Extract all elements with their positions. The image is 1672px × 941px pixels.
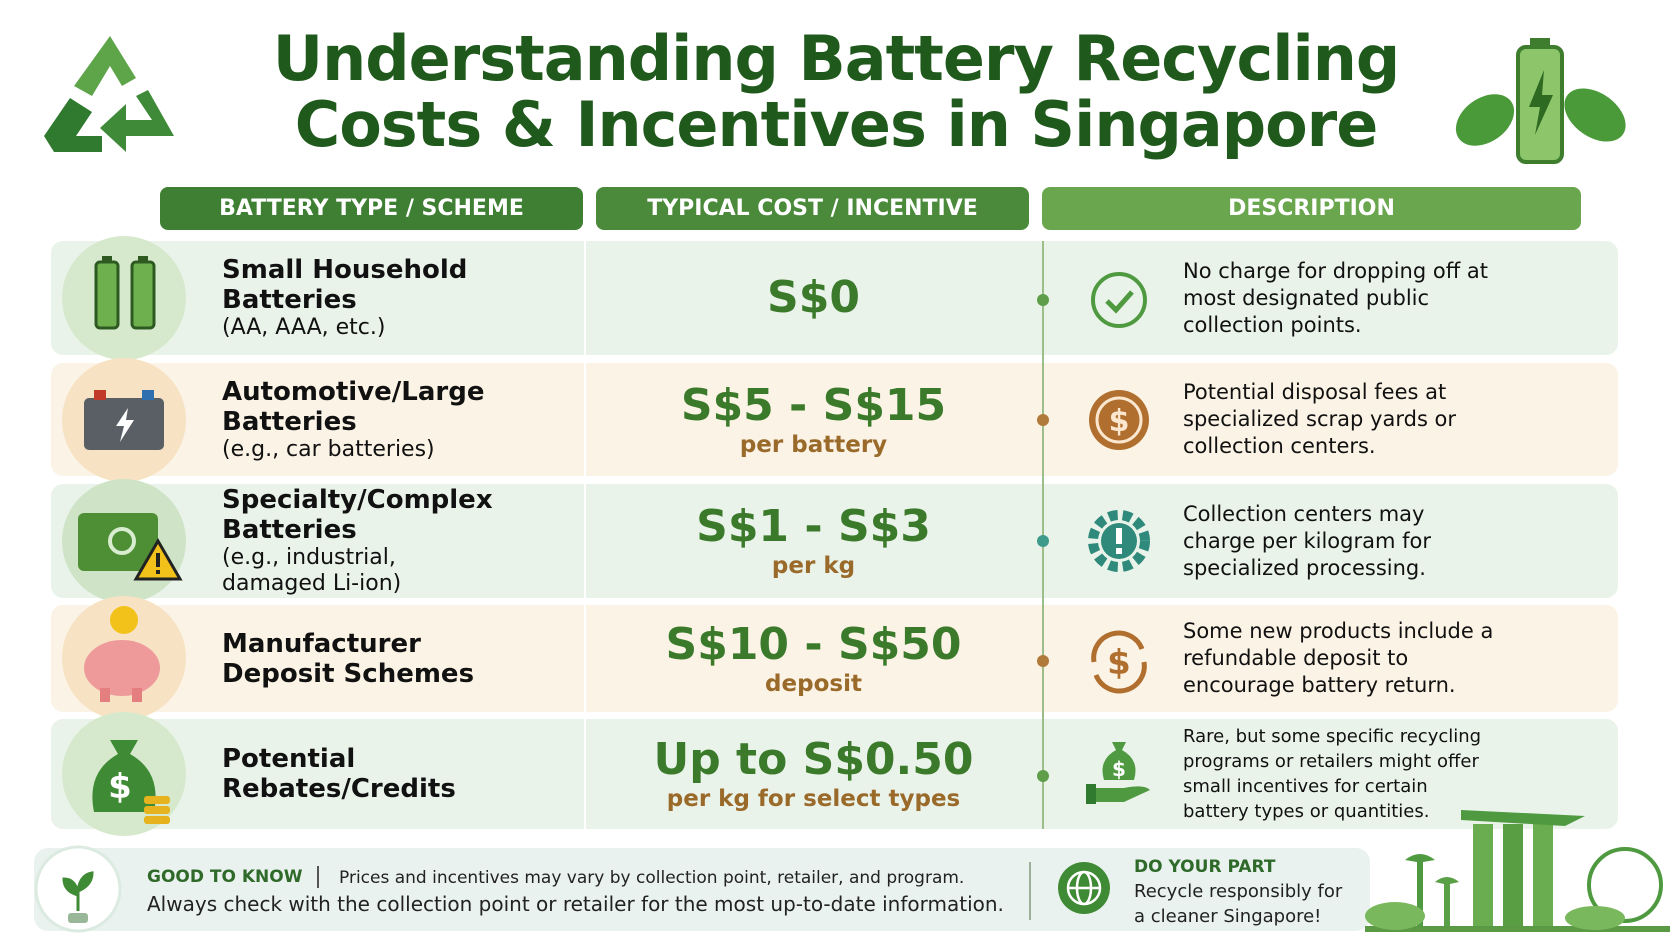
- car-battery-icon: [62, 358, 186, 482]
- cost-value: Up to S$0.50: [653, 734, 974, 785]
- scheme-cell: Small Household Batteries (AA, AAA, etc.): [222, 241, 582, 355]
- row-background: [51, 719, 1618, 829]
- svg-text:$: $: [1112, 757, 1126, 781]
- scheme-cell: Potential Rebates/Credits: [222, 719, 482, 829]
- svg-text:$: $: [1107, 643, 1131, 683]
- column-header: DESCRIPTION: [1042, 187, 1581, 230]
- row-background: [51, 484, 1618, 598]
- divider: [317, 866, 319, 888]
- skyline-illustration: [1365, 810, 1670, 932]
- description: Potential disposal fees at specialized s…: [1183, 380, 1457, 458]
- scheme-cell: Specialty/Complex Batteries (e.g., indust…: [222, 484, 582, 598]
- divider: [1029, 862, 1031, 920]
- specialty-battery-icon: [62, 479, 186, 603]
- scheme-name: Small Household Batteries: [222, 255, 468, 315]
- cost-unit: per battery: [739, 431, 888, 458]
- cost-cell: Up to S$0.50 per kg for select types: [586, 719, 1041, 829]
- cost-cell: S$10 - S$50 deposit: [586, 605, 1041, 712]
- scheme-name: Manufacturer Deposit Schemes: [222, 628, 475, 689]
- cost-value: S$1 - S$3: [696, 501, 931, 552]
- bullet-dot: [1037, 294, 1049, 306]
- svg-text:$: $: [108, 767, 132, 807]
- column-separator: [584, 241, 586, 829]
- footer-text: Recycle responsibly for a cleaner Singap…: [1134, 881, 1343, 927]
- cost-cell: S$0: [586, 241, 1041, 355]
- piggy-bank-icon: [62, 596, 186, 720]
- cost-unit: per kg: [771, 553, 856, 579]
- row-background: [51, 241, 1618, 355]
- cost-unit: per kg for select types: [666, 786, 961, 812]
- row-background: [51, 605, 1618, 712]
- cost-unit: deposit: [765, 670, 862, 697]
- battery-icon: [62, 236, 186, 360]
- battery-leaf-icon: [1455, 38, 1626, 164]
- description: No charge for dropping off at most desig…: [1183, 258, 1488, 337]
- gear-icon: [1088, 510, 1150, 572]
- title: Costs & Incentives in Singapore: [294, 88, 1379, 161]
- title: Understanding Battery Recycling: [272, 22, 1400, 95]
- scheme-detail: (AA, AAA, etc.): [222, 315, 386, 340]
- cost-value: S$0: [767, 272, 860, 323]
- hand-money-icon: $: [1086, 742, 1150, 804]
- cost-value: S$5 - S$15: [680, 379, 947, 431]
- bulb-icon: [34, 845, 122, 933]
- bullet-dot: [1037, 535, 1049, 547]
- bullet-dot: [1037, 770, 1049, 782]
- cost-cell: S$5 - S$15 per battery: [586, 363, 1041, 476]
- scheme-name: Potential Rebates/Credits: [222, 744, 456, 804]
- column-header: BATTERY TYPE / SCHEME: [160, 187, 583, 230]
- bullet-dot: [1037, 655, 1049, 667]
- refund-icon: $: [1091, 630, 1147, 694]
- footer-label: GOOD TO KNOW: [147, 867, 303, 887]
- money-bag-icon: $: [62, 712, 186, 836]
- cost-cell: S$1 - S$3 per kg: [586, 484, 1041, 598]
- scheme-cell: Automotive/Large Batteries (e.g., car bat…: [222, 363, 582, 476]
- description: Rare, but some specific recycling progra…: [1183, 726, 1482, 822]
- coin-icon: $: [1089, 390, 1149, 450]
- footer-text: Prices and incentives may vary by collec…: [339, 868, 965, 888]
- footer-label: DO YOUR PART: [1134, 857, 1276, 877]
- globe-icon: [1058, 862, 1110, 914]
- scheme-name: Specialty/Complex Batteries: [222, 485, 493, 545]
- scheme-detail: (e.g., car batteries): [222, 436, 435, 462]
- check-icon: [1091, 272, 1147, 328]
- scheme-cell: Manufacturer Deposit Schemes: [222, 605, 482, 712]
- description: Collection centers may charge per kilogr…: [1183, 501, 1431, 580]
- svg-text:$: $: [1109, 404, 1130, 439]
- column-header: TYPICAL COST / INCENTIVE: [596, 187, 1029, 230]
- scheme-name: Automotive/Large Batteries: [222, 376, 485, 437]
- footer-box: [34, 848, 1370, 931]
- recycle-icon: [44, 36, 174, 152]
- footer-text: Always check with the collection point o…: [147, 892, 1004, 916]
- scheme-detail: (e.g., industrial, damaged Li-ion): [222, 545, 402, 596]
- cost-value: S$10 - S$50: [665, 618, 962, 670]
- row-background: [51, 363, 1618, 476]
- description: Some new products include a refundable d…: [1183, 619, 1494, 697]
- bullet-dot: [1037, 414, 1049, 426]
